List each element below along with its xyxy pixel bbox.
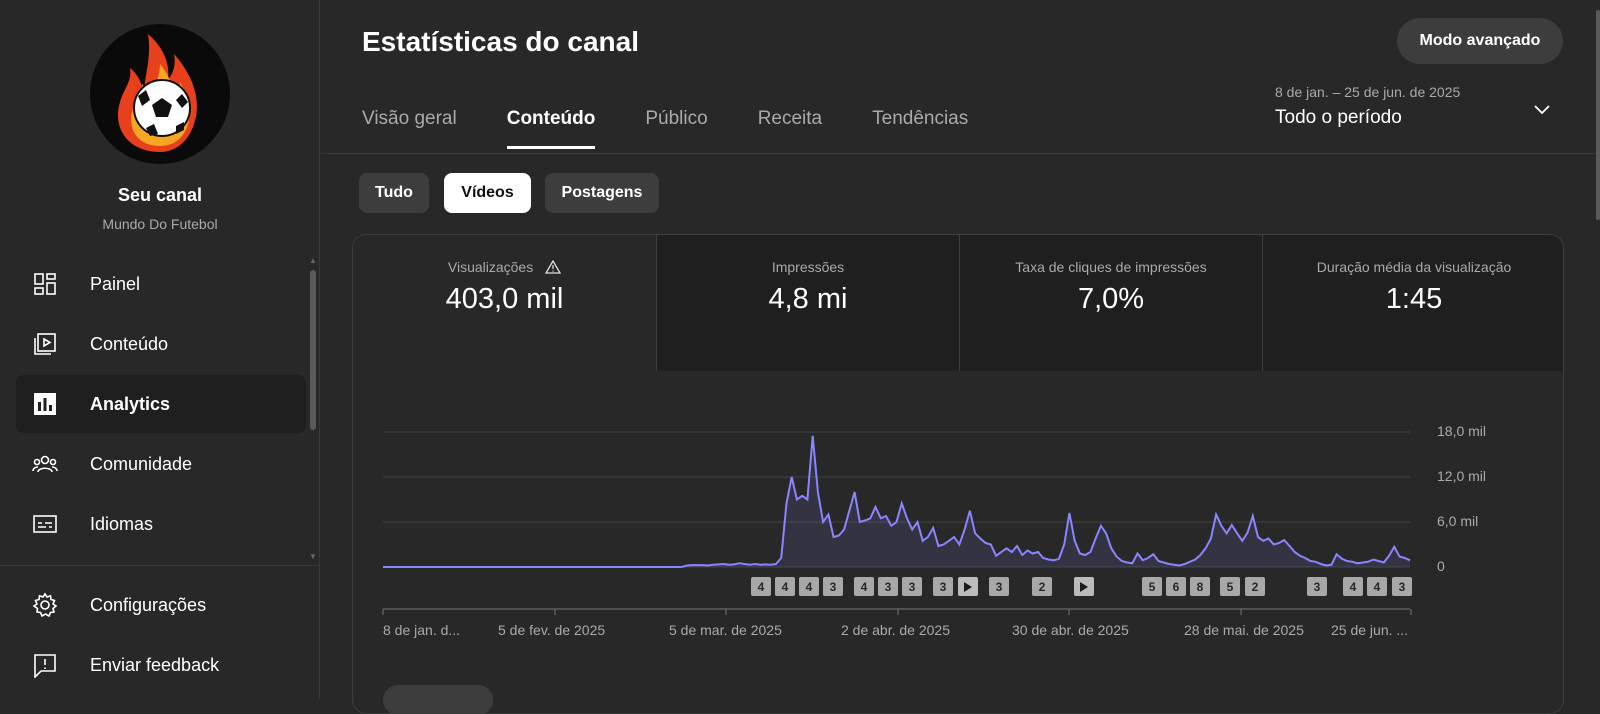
metric-value: 1:45 <box>1385 283 1443 315</box>
video-marker[interactable]: 4 <box>1367 577 1387 596</box>
video-marker[interactable]: 3 <box>989 577 1009 596</box>
sidebar-item-label: Painel <box>90 273 141 294</box>
tab-publico[interactable]: Público <box>645 108 708 129</box>
metric-label: Duração média da visualização <box>1316 259 1512 275</box>
x-tick-label: 5 de mar. de 2025 <box>669 622 782 638</box>
warning-icon <box>545 260 562 274</box>
scroll-down-arrow[interactable]: ▼ <box>309 552 317 561</box>
tab-tendencias[interactable]: Tendências <box>872 108 969 129</box>
y-tick-label: 12,0 mil <box>1437 468 1487 484</box>
x-tick-label: 5 de fev. de 2025 <box>498 622 606 638</box>
series-area <box>383 435 1410 567</box>
video-marker[interactable]: 4 <box>799 577 819 596</box>
tab-conteudo[interactable]: Conteúdo <box>506 108 595 149</box>
chart-svg <box>382 431 1412 615</box>
sidebar-item-enviar-feedback[interactable]: Enviar feedback <box>16 636 306 694</box>
views-chart: 0 6,0 mil 12,0 mil 18,0 mil 8 de jan. d... 5 … <box>353 371 1563 713</box>
x-tick-label: 2 de abr. de 2025 <box>841 622 950 638</box>
video-marker[interactable]: 5 <box>1220 577 1240 596</box>
channel-name: Seu canal <box>117 185 203 205</box>
x-tick-label: 25 de jun. ... <box>1331 622 1409 638</box>
advanced-mode-button[interactable]: Modo avançado <box>1397 18 1563 64</box>
metric-label: Visualizações <box>447 259 534 275</box>
sidebar-item-analytics[interactable]: Analytics <box>16 375 306 433</box>
video-marker[interactable]: 4 <box>751 577 771 596</box>
video-marker[interactable]: 3 <box>933 577 953 596</box>
sidebar-item-label: Analytics <box>90 393 171 414</box>
video-marker[interactable]: 8 <box>1190 577 1210 596</box>
y-tick-label: 0 <box>1437 558 1445 574</box>
sidebar-item-comunidade[interactable]: Comunidade <box>16 435 306 493</box>
video-marker[interactable]: 4 <box>854 577 874 596</box>
video-marker[interactable]: 4 <box>1343 577 1363 596</box>
video-marker[interactable]: 3 <box>1392 577 1412 596</box>
metric-value: 7,0% <box>1077 283 1145 315</box>
y-tick-label: 6,0 mil <box>1437 513 1479 529</box>
scroll-up-arrow[interactable]: ▲ <box>309 256 317 265</box>
y-tick-label: 18,0 mil <box>1437 423 1487 439</box>
see-more-button[interactable] <box>383 685 493 713</box>
x-tick-label: 28 de mai. de 2025 <box>1184 622 1304 638</box>
video-marker[interactable]: 5 <box>1142 577 1162 596</box>
community-icon <box>32 455 58 473</box>
chip-tudo[interactable]: Tudo <box>359 173 429 213</box>
video-marker[interactable]: 4 <box>775 577 795 596</box>
sidebar-item-label: Enviar feedback <box>90 654 220 675</box>
date-range-text[interactable]: 8 de jan. – 25 de jun. de 2025 <box>1275 84 1461 100</box>
chip-postagens[interactable]: Postagens <box>545 173 659 213</box>
video-marker[interactable]: 3 <box>1307 577 1327 596</box>
metric-label: Taxa de cliques de impressões <box>1015 259 1207 275</box>
video-marker[interactable]: 3 <box>902 577 922 596</box>
metric-duracao-media[interactable]: Duração média da visualização 1:45 <box>1262 235 1563 371</box>
video-marker-play-icon[interactable] <box>1074 577 1094 596</box>
sidebar-scrollbar[interactable] <box>310 270 316 430</box>
dashboard-icon <box>34 273 56 295</box>
series-line[interactable] <box>383 435 1411 568</box>
tab-visao-geral[interactable]: Visão geral <box>362 108 457 129</box>
main-scrollbar[interactable] <box>1596 10 1600 220</box>
metric-value: 403,0 mil <box>445 283 564 315</box>
chevron-down-icon[interactable] <box>1531 98 1553 120</box>
period-selector[interactable]: Todo o período <box>1275 107 1402 128</box>
analytics-tabs: Visão geral Conteúdo Público Receita Ten… <box>362 108 968 149</box>
sidebar: Seu canal Mundo Do Futebol Painel Conteú… <box>0 0 320 698</box>
sidebar-item-label: Conteúdo <box>90 333 169 354</box>
video-marker[interactable]: 3 <box>878 577 898 596</box>
metric-label: Impressões <box>771 259 845 275</box>
sidebar-item-label: Idiomas <box>90 513 154 534</box>
sidebar-item-configuracoes[interactable]: Configurações <box>16 576 306 634</box>
x-tick-label: 8 de jan. d... <box>383 622 461 638</box>
main-content: Estatísticas do canal Modo avançado Visã… <box>321 0 1600 714</box>
sidebar-item-label: Configurações <box>90 594 207 615</box>
metric-ctr[interactable]: Taxa de cliques de impressões 7,0% <box>959 235 1262 371</box>
channel-handle: Mundo Do Futebol <box>102 216 218 232</box>
sidebar-item-painel[interactable]: Painel <box>16 255 306 313</box>
sidebar-item-conteudo[interactable]: Conteúdo <box>16 315 306 373</box>
metric-visualizacoes[interactable]: Visualizações 403,0 mil <box>353 235 656 371</box>
sidebar-divider <box>0 565 320 566</box>
metric-impressoes[interactable]: Impressões 4,8 mi <box>656 235 959 371</box>
tabs-divider <box>321 153 1600 154</box>
content-icon <box>34 333 56 355</box>
video-marker[interactable]: 2 <box>1245 577 1265 596</box>
video-marker-play-icon[interactable] <box>958 577 978 596</box>
video-marker[interactable]: 2 <box>1032 577 1052 596</box>
video-marker[interactable]: 3 <box>823 577 843 596</box>
page-title: Estatísticas do canal <box>362 26 640 57</box>
feedback-icon <box>34 654 56 678</box>
gear-icon <box>32 592 58 618</box>
video-marker[interactable]: 6 <box>1166 577 1186 596</box>
chip-videos[interactable]: Vídeos <box>444 173 531 213</box>
sidebar-item-label: Comunidade <box>90 453 193 474</box>
tab-receita[interactable]: Receita <box>757 108 823 129</box>
analytics-icon <box>34 393 56 415</box>
sidebar-item-idiomas[interactable]: Idiomas <box>16 495 306 553</box>
subtitles-icon <box>33 515 57 533</box>
metrics-card: Visualizações 403,0 mil Impressões 4,8 m… <box>352 234 1564 714</box>
x-tick-label: 30 de abr. de 2025 <box>1012 622 1129 638</box>
metric-value: 4,8 mi <box>768 283 848 315</box>
avatar[interactable] <box>90 24 230 164</box>
